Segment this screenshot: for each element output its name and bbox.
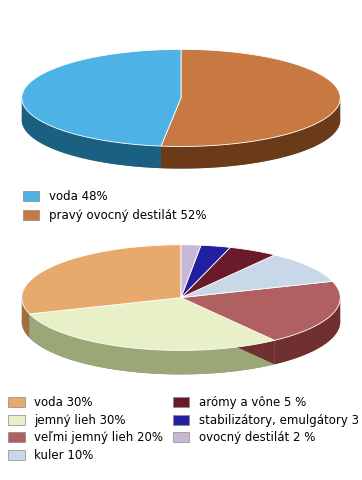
- Polygon shape: [181, 255, 332, 298]
- Legend: voda 48%, pravý ovocný destilát 52%: voda 48%, pravý ovocný destilát 52%: [20, 188, 209, 225]
- Polygon shape: [181, 281, 340, 340]
- Polygon shape: [30, 298, 181, 338]
- Legend: voda 30%, jemný lieh 30%, veľmi jemný lieh 20%, kuler 10%, arómy a vône 5 %, sta: voda 30%, jemný lieh 30%, veľmi jemný li…: [6, 394, 362, 465]
- Polygon shape: [22, 269, 340, 374]
- Polygon shape: [161, 98, 181, 168]
- Polygon shape: [161, 98, 181, 168]
- Polygon shape: [181, 298, 275, 364]
- Polygon shape: [275, 298, 340, 364]
- Polygon shape: [30, 298, 181, 338]
- Polygon shape: [22, 98, 161, 168]
- Polygon shape: [181, 245, 201, 298]
- Polygon shape: [30, 298, 275, 350]
- Polygon shape: [22, 298, 30, 338]
- Polygon shape: [30, 314, 275, 374]
- Polygon shape: [22, 49, 181, 146]
- Polygon shape: [161, 49, 340, 146]
- Polygon shape: [22, 245, 181, 314]
- Polygon shape: [161, 98, 340, 168]
- Polygon shape: [181, 245, 230, 298]
- Polygon shape: [22, 72, 340, 168]
- Polygon shape: [181, 298, 275, 364]
- Polygon shape: [181, 247, 275, 298]
